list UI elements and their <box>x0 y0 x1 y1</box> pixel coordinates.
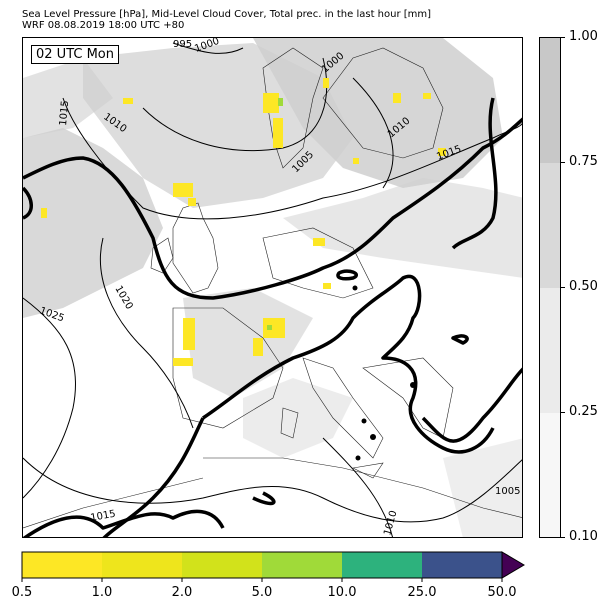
colorbar-tick-label: 0.25 <box>569 404 598 419</box>
colorbar-tick-label: 1.0 <box>91 585 113 600</box>
colorbar-segment <box>540 288 560 413</box>
weather-map: 995 1000 1000 1015 1010 1010 1005 1015 1… <box>22 37 523 538</box>
isobar-label: 995 <box>173 39 192 50</box>
isobar-label: 1015 <box>58 100 71 126</box>
colorbar-segment <box>540 413 560 537</box>
colorbar-tick-label: 50.0 <box>487 585 517 600</box>
colorbar-segment <box>262 552 342 578</box>
thick-isobar-layer <box>23 97 522 537</box>
colorbar-segment <box>422 552 502 578</box>
time-label: 02 UTC Mon <box>31 45 119 64</box>
colorbar-tick-label: 0.75 <box>569 154 598 169</box>
isobar-label: 1010 <box>382 509 399 536</box>
isobar-label: 1005 <box>495 486 520 497</box>
precipitation-layer <box>41 78 446 366</box>
colorbar-tick-label: 1.00 <box>569 29 598 44</box>
colorbar-tick-label: 0.5 <box>11 585 33 600</box>
cloud-cover-colorbar <box>539 37 561 538</box>
map-canvas: 995 1000 1000 1015 1010 1010 1005 1015 1… <box>23 38 522 537</box>
colorbar-segment <box>342 552 422 578</box>
colorbar-segment <box>182 552 262 578</box>
colorbar-segment <box>22 552 102 578</box>
chart-title: Sea Level Pressure [hPa], Mid-Level Clou… <box>22 9 432 20</box>
heavy-precipitation-layer <box>267 98 283 330</box>
colorbar-tick-label: 10.0 <box>327 585 357 600</box>
colorbar-segment <box>540 163 560 288</box>
isobar-label: 1015 <box>90 509 117 524</box>
colorbar-border <box>21 551 503 579</box>
colorbar-segment <box>540 38 560 163</box>
isobar-label: 1020 <box>112 284 134 312</box>
colorbar-tick-label: 5.0 <box>251 585 273 600</box>
colorbar-tick-label: 0.10 <box>569 529 598 544</box>
isobar-layer <box>23 42 522 537</box>
colorbar-tick-label: 2.0 <box>171 585 193 600</box>
colorbar-tick-label: 0.50 <box>569 279 598 294</box>
city-markers <box>352 285 416 461</box>
chart-subtitle: WRF 08.08.2019 18:00 UTC +80 <box>22 20 185 31</box>
colorbar-tick-label: 25.0 <box>407 585 437 600</box>
colorbar-extend-arrow <box>501 551 525 579</box>
colorbar-segment <box>102 552 182 578</box>
